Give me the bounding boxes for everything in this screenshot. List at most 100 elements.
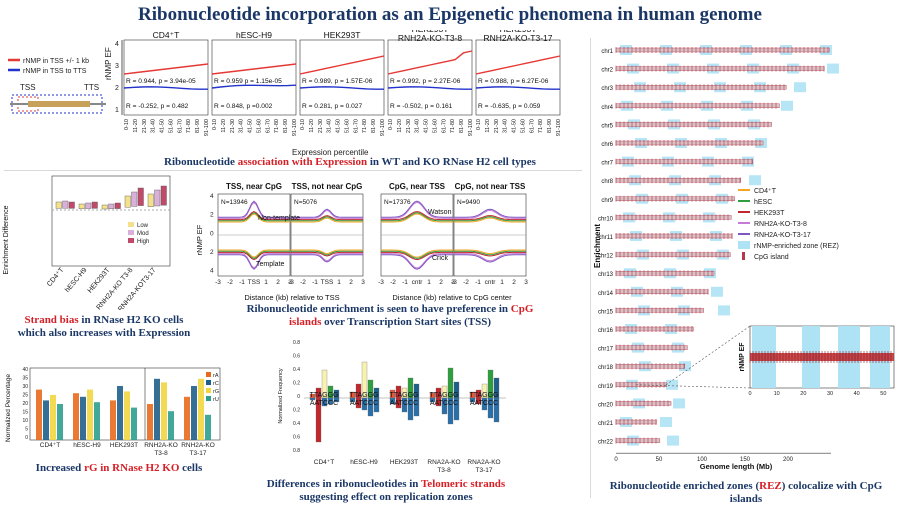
rez-chart: Enrichment chr1 chr2 chr3 chr4 chr5 chr6 chr7 ch… bbox=[593, 45, 895, 471]
profile-line-upper bbox=[381, 211, 453, 221]
chromosome-track bbox=[615, 103, 780, 109]
x-tick: 2 bbox=[439, 279, 443, 286]
cell-frame bbox=[387, 39, 473, 116]
y-tick: 0.6 bbox=[293, 435, 300, 441]
x-tick: 81-90 bbox=[195, 119, 201, 133]
x-tick: -2 bbox=[463, 279, 469, 286]
legend-swatch bbox=[738, 241, 750, 249]
profile-line-lower bbox=[218, 254, 290, 270]
bar bbox=[36, 389, 42, 440]
bar-down bbox=[407, 397, 414, 421]
profile-line-upper bbox=[291, 216, 363, 222]
chromosome-label: chr12 bbox=[598, 254, 614, 260]
chromosome-label: chr22 bbox=[598, 440, 614, 446]
legend-label: rC bbox=[213, 381, 219, 387]
profile-line-lower bbox=[218, 249, 290, 258]
bar bbox=[117, 386, 123, 440]
profile-line-upper bbox=[454, 215, 526, 221]
bar-down bbox=[493, 397, 500, 423]
bar-down bbox=[487, 397, 494, 419]
x-tick: 81-90 bbox=[283, 119, 289, 133]
label-watson: Watson bbox=[428, 209, 452, 216]
box bbox=[147, 193, 154, 208]
seq-bottom: AATCCC bbox=[390, 400, 418, 407]
cell-frame bbox=[211, 39, 297, 116]
inset-x-tick: 0 bbox=[748, 391, 751, 397]
profile-line-upper bbox=[218, 200, 290, 218]
rnmp-tss-line bbox=[211, 63, 297, 75]
cell-title: hESC-H9 bbox=[236, 30, 272, 40]
x-tick: 1 bbox=[337, 279, 341, 286]
legend-label: rU bbox=[213, 397, 219, 403]
legend-swatch bbox=[206, 380, 211, 385]
rez-zone bbox=[660, 417, 672, 427]
y-tick: 0.2 bbox=[293, 381, 300, 387]
correlation-tss-tts: R = -0.635, p = 0.059 bbox=[478, 103, 541, 110]
legend-swatch bbox=[206, 396, 211, 401]
profile-line-upper bbox=[381, 212, 453, 222]
chromosome-label: chr10 bbox=[598, 216, 614, 222]
chromosome-label: chr17 bbox=[598, 347, 614, 353]
x-tick: 41-50 bbox=[424, 119, 430, 133]
chromosome-label: chr16 bbox=[598, 328, 614, 334]
divider bbox=[590, 38, 591, 498]
rg-caption: Increased rG in RNase H2 KO cells bbox=[35, 462, 203, 474]
bar bbox=[94, 402, 100, 440]
x-tick: 0-10 bbox=[300, 119, 306, 130]
rez-zone bbox=[673, 398, 685, 409]
expression-panel: rNMP in TSS +/- 1 kb rNMP in TSS to TTS … bbox=[0, 30, 580, 170]
chromosome-track bbox=[615, 122, 772, 127]
inset-ylabel: rNMP EF bbox=[739, 342, 746, 372]
legend-label: rNMP-enriched zone (REZ) bbox=[754, 243, 839, 250]
profile-line-lower bbox=[291, 251, 363, 257]
bar-down bbox=[373, 397, 380, 413]
cell-title: RNH2A-KO-T3-8 bbox=[398, 33, 463, 43]
x-tick: 21-30 bbox=[494, 119, 500, 133]
bar-down bbox=[453, 397, 460, 421]
bar-down bbox=[435, 397, 442, 407]
legend-label: rG bbox=[213, 389, 219, 395]
y-tick: 35 bbox=[22, 376, 28, 382]
seq-top: TTAGGG bbox=[309, 392, 338, 399]
chromosome-track bbox=[615, 196, 735, 202]
x-tick: 71-80 bbox=[362, 119, 368, 133]
profile-line-lower bbox=[218, 251, 290, 261]
profile-line-upper bbox=[454, 209, 526, 219]
x-tick: 51-60 bbox=[168, 119, 174, 133]
profile-line-upper bbox=[218, 213, 290, 223]
bar-down bbox=[361, 397, 368, 411]
chromosome-track bbox=[615, 252, 731, 257]
chromosome-label: chr18 bbox=[598, 365, 614, 371]
y-tick: 4 bbox=[210, 268, 214, 275]
label-nontemplate: Non-template bbox=[258, 215, 300, 222]
legend-swatch bbox=[742, 252, 745, 260]
chromosome-label: chr13 bbox=[598, 272, 614, 278]
x-tick: 91-100 bbox=[556, 119, 562, 136]
y-tick: 4 bbox=[115, 41, 119, 48]
telomere-chart: Normalized Frequency 0.8 0.6 0.4 0.2 0 0.2 0.4 0… bbox=[278, 340, 506, 474]
bar bbox=[87, 389, 93, 440]
legend-swatch bbox=[128, 222, 134, 227]
chromosome-track bbox=[615, 326, 694, 332]
bar-down bbox=[349, 397, 356, 403]
profile-caption: Ribonucleotide enrichment is seen to hav… bbox=[246, 303, 534, 328]
x-tick: HEK293T bbox=[390, 459, 418, 466]
box bbox=[114, 202, 121, 209]
bar-down bbox=[475, 397, 482, 405]
inset-x-tick: 30 bbox=[827, 391, 833, 397]
box bbox=[62, 200, 69, 209]
rez-zone bbox=[749, 175, 761, 186]
bar bbox=[198, 378, 204, 440]
x-tick: 11-20 bbox=[133, 119, 139, 133]
inset-x-tick: 20 bbox=[800, 391, 806, 397]
bar bbox=[50, 395, 56, 440]
chromosome-label: chr20 bbox=[598, 402, 614, 408]
x-tick: 51-60 bbox=[520, 119, 526, 133]
bar bbox=[124, 391, 130, 440]
x-tick: 200 bbox=[783, 457, 794, 463]
bar-down bbox=[315, 397, 322, 443]
x-tick: 91-100 bbox=[204, 119, 210, 136]
bar-down bbox=[309, 397, 316, 401]
profile-line-lower bbox=[218, 253, 290, 269]
